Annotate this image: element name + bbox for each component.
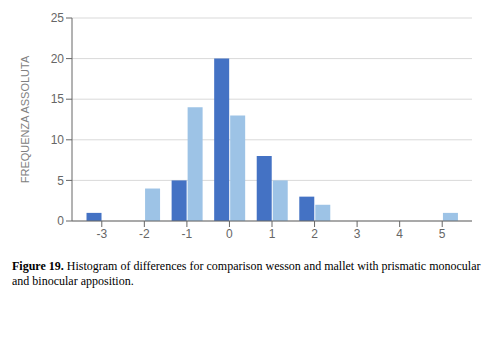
svg-text:-1: -1	[182, 227, 193, 241]
svg-text:3: 3	[354, 227, 361, 241]
svg-text:15: 15	[51, 92, 65, 106]
html-text:Figure 19. Histogram of differ: Figure 19. Histogram of differences for …	[12, 259, 481, 288]
svg-text:0: 0	[226, 227, 233, 241]
svg-text:4: 4	[396, 227, 403, 241]
svg-text:0: 0	[57, 214, 64, 228]
svg-text:1: 1	[269, 227, 276, 241]
svg-text:-2: -2	[139, 227, 150, 241]
svg-text:25: 25	[51, 11, 65, 25]
svg-text:20: 20	[51, 52, 65, 66]
svg-text:2: 2	[311, 227, 318, 241]
svg-text:5: 5	[57, 174, 64, 188]
svg-text:-3: -3	[96, 227, 107, 241]
svg-text:FREQUENZA ASSOLUTA: FREQUENZA ASSOLUTA	[19, 55, 31, 183]
svg-text:5: 5	[439, 227, 446, 241]
svg-text:10: 10	[51, 133, 65, 147]
